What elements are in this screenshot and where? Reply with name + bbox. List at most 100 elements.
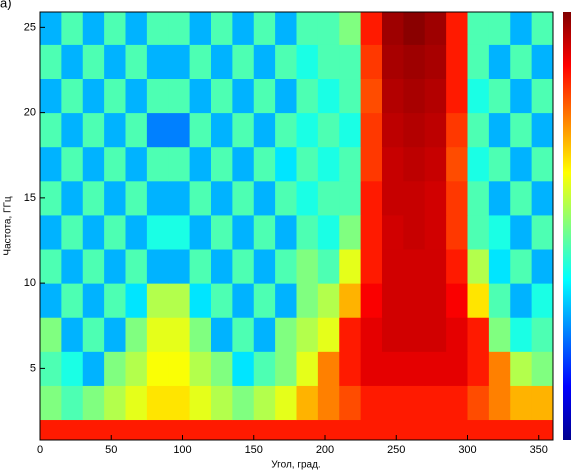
heatmap-cell — [488, 146, 511, 182]
heatmap-cell — [467, 317, 490, 352]
heatmap-cell — [61, 78, 84, 114]
heatmap-cell — [424, 12, 447, 45]
heatmap-cell — [382, 317, 404, 352]
heatmap-cell — [360, 249, 383, 284]
heatmap-cell — [275, 180, 297, 216]
heatmap-cell — [446, 283, 468, 318]
heatmap-cell — [510, 317, 533, 352]
heatmap-cell — [253, 78, 276, 114]
heatmap-cell — [253, 249, 276, 284]
heatmap-cell — [467, 112, 490, 148]
heatmap-cell — [61, 317, 84, 352]
heatmap-cell — [424, 44, 447, 80]
heatmap-cell — [446, 78, 468, 114]
heatmap-cell — [360, 283, 383, 318]
heatmap-cell — [168, 283, 191, 318]
x-axis-label: Угол, град. — [271, 460, 320, 471]
heatmap-cell — [275, 112, 297, 148]
heatmap-cell — [446, 419, 468, 440]
heatmap-cell — [275, 283, 297, 318]
heatmap-cell — [82, 214, 105, 250]
heatmap-cell — [424, 283, 447, 318]
heatmap-cell — [296, 249, 319, 284]
heatmap-cell — [253, 112, 276, 148]
heatmap-cell — [189, 214, 212, 250]
heatmap-cell — [510, 249, 533, 284]
heatmap-cell — [232, 78, 255, 114]
heatmap-cell — [296, 44, 319, 80]
heatmap-cell — [104, 12, 126, 45]
heatmap-cell — [40, 419, 62, 440]
heatmap-cell — [339, 351, 362, 386]
heatmap-cell — [253, 12, 276, 45]
x-tick-label: 200 — [316, 444, 334, 456]
heatmap-cell — [531, 112, 553, 148]
heatmap-cell — [403, 317, 426, 352]
heatmap-cell — [510, 419, 533, 440]
heatmap-cell — [446, 44, 468, 80]
heatmap-cell — [382, 146, 404, 182]
heatmap-cell — [104, 180, 126, 216]
heatmap-cell — [317, 214, 340, 250]
heatmap-cell — [189, 283, 212, 318]
heatmap-cell — [61, 249, 84, 284]
heatmap-cell — [360, 317, 383, 352]
heatmap-cell — [40, 214, 62, 250]
heatmap-cell — [339, 317, 362, 352]
heatmap-cell — [211, 385, 233, 421]
x-tick-label: 250 — [387, 444, 405, 456]
heatmap-cell — [82, 385, 105, 421]
heatmap-cell — [424, 385, 447, 421]
heatmap-cell — [510, 180, 533, 216]
heatmap-cell — [168, 112, 191, 148]
heatmap-cell — [275, 249, 297, 284]
heatmap-cell — [189, 351, 212, 386]
heatmap-cell — [125, 214, 148, 250]
heatmap-cell — [40, 78, 62, 114]
heatmap-cell — [125, 180, 148, 216]
heatmap-cell — [40, 283, 62, 318]
heatmap-cell — [168, 419, 191, 440]
heatmap-cell — [82, 249, 105, 284]
heatmap-cell — [253, 146, 276, 182]
heatmap-cell — [253, 419, 276, 440]
x-tick-label: 50 — [105, 444, 117, 456]
heatmap-cell — [189, 44, 212, 80]
heatmap-cell — [488, 12, 511, 45]
heatmap-cell — [531, 283, 553, 318]
heatmap-cell — [510, 78, 533, 114]
heatmap-cell — [488, 385, 511, 421]
heatmap-cell — [146, 419, 169, 440]
heatmap-cell — [104, 249, 126, 284]
heatmap-cell — [382, 249, 404, 284]
heatmap-cell — [211, 249, 233, 284]
heatmap-cell — [253, 44, 276, 80]
heatmap-cell — [146, 249, 169, 284]
heatmap-cell — [40, 385, 62, 421]
heatmap-cell — [211, 78, 233, 114]
heatmap-cell — [104, 78, 126, 114]
heatmap-cell — [275, 385, 297, 421]
heatmap-cell — [360, 214, 383, 250]
heatmap-cell — [146, 112, 169, 148]
heatmap-cell — [104, 112, 126, 148]
heatmap-cell — [232, 249, 255, 284]
heatmap-cell — [296, 78, 319, 114]
heatmap-cell — [339, 78, 362, 114]
heatmap-cell — [296, 146, 319, 182]
heatmap-cell — [360, 146, 383, 182]
heatmap-cell — [510, 146, 533, 182]
heatmap-cell — [125, 351, 148, 386]
heatmap-cell — [82, 146, 105, 182]
heatmap-cell — [168, 214, 191, 250]
heatmap-cell — [296, 180, 319, 216]
heatmap-cell — [189, 78, 212, 114]
heatmap-cell — [531, 419, 553, 440]
heatmap-cell — [382, 351, 404, 386]
heatmap-cell — [382, 180, 404, 216]
heatmap-cell — [61, 351, 84, 386]
heatmap-cell — [232, 385, 255, 421]
heatmap-cell — [510, 283, 533, 318]
heatmap-cell — [104, 317, 126, 352]
